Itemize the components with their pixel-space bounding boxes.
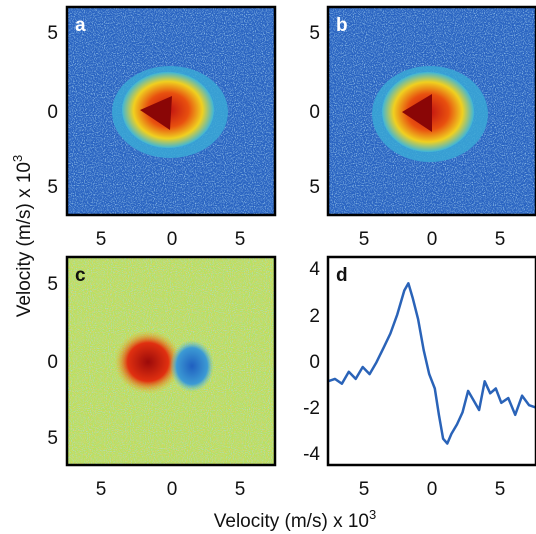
panel-c-blue-blob: [170, 340, 214, 392]
panel-c-frame: [65, 255, 277, 467]
y-tick-label: 5: [47, 23, 58, 44]
y-tick-label: 4: [309, 259, 320, 280]
x-tick-label: 5: [235, 229, 246, 250]
panel-d-background: [328, 257, 536, 465]
panel-d-label: d: [336, 265, 348, 286]
x-tick-label: 5: [96, 229, 107, 250]
panel-b-label: b: [336, 15, 348, 36]
panel-d-series-line: [327, 282, 536, 445]
panel-c-label: c: [75, 265, 86, 286]
x-tick-label: 5: [96, 479, 107, 500]
y-tick-label: 2: [309, 306, 320, 327]
panel-d-frame: [326, 255, 536, 467]
y-tick-label: 0: [47, 102, 58, 123]
x-tick-label: 5: [359, 229, 370, 250]
x-tick-label: 5: [359, 479, 370, 500]
x-tick-label: 0: [427, 229, 438, 250]
panel-c-red-blob: [114, 330, 182, 394]
y-tick-label: 0: [47, 352, 58, 373]
panel-a-frame: [65, 5, 277, 217]
y-tick-label: 5: [47, 428, 58, 449]
panel-a-label: a: [75, 15, 86, 36]
panel-b-core: [402, 94, 432, 132]
y-tick-label: 5: [47, 177, 58, 198]
y-tick-label: 0: [309, 352, 320, 373]
x-axis-label: Velocity (m/s) x 103: [214, 507, 376, 532]
panel-c: c: [65, 255, 277, 467]
y-tick-label: 5: [309, 177, 320, 198]
tick-labels: 5 0 5 5 0 5 5 0 5 5 0 5 5 0 5 4 2 0 -2 -…: [47, 23, 505, 500]
y-tick-label: 5: [309, 23, 320, 44]
x-tick-label: 0: [427, 479, 438, 500]
x-tick-label: 0: [167, 229, 178, 250]
y-axis-label: Velocity (m/s) x 103: [10, 155, 35, 317]
y-tick-label: -4: [303, 444, 320, 465]
panel-d: d: [326, 255, 536, 467]
panel-a: a: [65, 5, 277, 217]
x-tick-label: 5: [495, 479, 506, 500]
x-tick-label: 0: [167, 479, 178, 500]
panel-b-frame: [326, 5, 536, 217]
y-tick-label: -2: [303, 398, 320, 419]
x-tick-label: 5: [235, 479, 246, 500]
panel-a-core: [140, 96, 172, 130]
y-tick-label: 5: [47, 274, 58, 295]
y-tick-label: 0: [309, 102, 320, 123]
panel-b: b: [326, 5, 536, 217]
x-tick-label: 5: [495, 229, 506, 250]
